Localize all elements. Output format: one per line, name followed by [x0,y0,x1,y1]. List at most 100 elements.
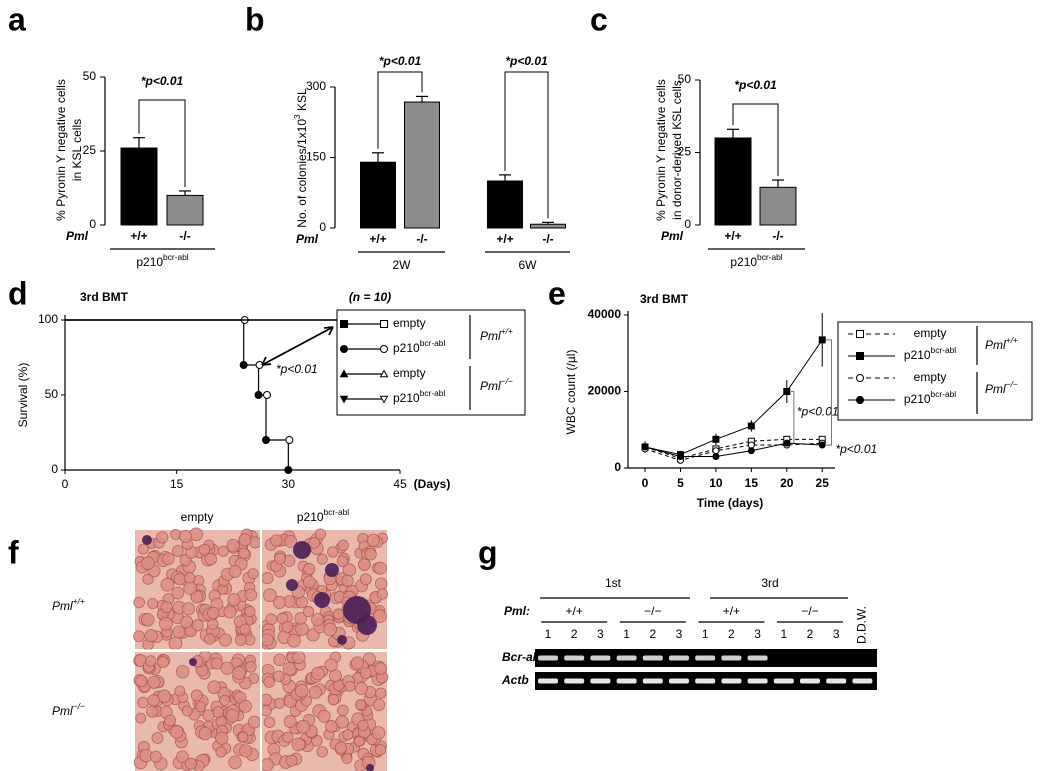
y-label-part: No. of colonies/1x10 [295,119,309,228]
legend-label: empty [914,326,947,340]
series-line [644,442,823,458]
x-tick-label: 15 [745,476,759,490]
red-cell [149,750,162,763]
label-text: Pml [480,329,501,343]
row-label: Pml [661,229,684,243]
y-tick-label: 150 [306,150,326,164]
red-cell [207,680,222,694]
marker [379,395,389,404]
marker [747,441,755,449]
red-cell [270,534,283,547]
group-label: 2W [393,258,412,272]
label-text: Pml [985,338,1006,352]
y-axis-label: % Pyronin Y negative cells [54,79,68,221]
red-cell [295,622,309,636]
label-sup: −/− [1006,379,1018,389]
x-tick-label: 0 [642,476,649,490]
red-cell [373,609,387,623]
marker [380,320,388,328]
marker [284,466,293,474]
marker [262,436,270,444]
marker [783,439,791,447]
x-axis-label: (Days) [414,477,451,491]
red-cell [141,556,155,570]
red-cell [311,666,325,681]
gel-band [721,655,742,661]
red-cell [156,531,169,544]
y-tick-label: 40000 [588,307,622,321]
gel-band [590,678,611,684]
marker [747,422,755,430]
gel-band [669,678,689,684]
lane-label: 2 [728,627,735,641]
red-cell [308,536,321,549]
red-cell [218,633,232,647]
arrow [261,326,334,366]
red-cell [324,658,338,672]
marker [379,369,389,378]
group-label: 6W [519,258,538,272]
gel-band [695,678,716,684]
red-cell [133,630,145,643]
label-text: Pml [985,382,1006,396]
red-cell [245,661,257,673]
y-axis-label: WBC count (/µl) [564,350,578,435]
y-tick-label: 50 [678,72,692,86]
red-cell [232,666,246,680]
label-text: Pml [52,599,73,613]
red-cell [147,694,160,707]
annotation: *p<0.01 [276,362,318,376]
red-cell [372,698,386,711]
y-axis-label: in KSL cells [70,119,84,181]
red-cell [375,687,387,699]
red-cell [311,612,325,627]
red-cell [173,573,186,586]
bar [360,161,396,229]
red-cell [344,680,356,692]
red-cell [223,605,237,619]
red-cell [137,696,149,709]
lane-label: 1 [702,627,709,641]
row-label: Pml: [504,604,530,618]
marker [712,435,720,443]
group-label: p210bcr-abl [730,252,782,269]
label-text: empty [181,510,214,524]
legend-box [837,321,1033,421]
red-cell [332,608,344,620]
red-cell [316,553,328,565]
annotation: *p<0.01 [734,78,777,92]
annotation: *p<0.01 [797,405,839,419]
marker [712,447,720,455]
legend-label: empty [393,316,426,330]
series-line [644,438,823,459]
red-cell [141,613,155,627]
bar [120,147,158,226]
label-sup: +/+ [1006,335,1018,345]
x-tick-label: 5 [677,476,684,490]
red-cell [274,697,286,709]
panel-letter: e [548,275,566,311]
gel-band [826,678,847,684]
red-cell [327,546,339,558]
row-label: Pml−/− [52,701,85,718]
red-cell [135,712,147,724]
annotation: *p<0.01 [379,54,422,68]
annotation: *p<0.01 [835,442,877,456]
red-cell [172,545,184,557]
red-cell [227,593,241,607]
genotype-label: −/− [644,604,661,618]
legend-label: p210bcr-abl [393,338,445,355]
label-text: p210 [297,510,324,524]
red-cell [283,715,297,728]
red-cell [263,676,275,688]
label-sup: bcr-abl [163,252,189,262]
red-cell [183,581,198,595]
y-axis-label: Survival (%) [16,363,30,428]
red-cell [244,606,256,618]
marker [856,374,864,382]
round-label: 1st [605,576,622,590]
lane-label: 1 [623,627,630,641]
x-tick-label: 10 [709,476,723,490]
y-tick-label: 50 [45,387,59,401]
red-cell [273,670,285,682]
